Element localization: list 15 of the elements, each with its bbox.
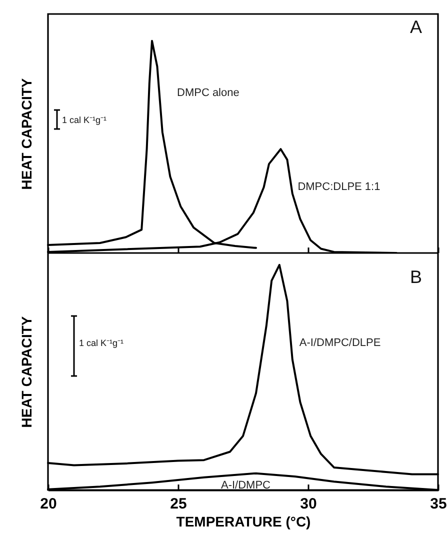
text: A [410,17,422,37]
annotation: 1 cal K⁻¹g⁻¹ [79,338,124,348]
series-label: DMPC:DLPE 1:1 [298,181,380,194]
x-tick-label: 25 [170,496,187,512]
annotation: B [410,267,422,287]
annotation: 1 cal K⁻¹g⁻¹ [62,115,107,125]
x-axis-title: TEMPERATURE (°C) [176,514,311,530]
series-label: A-I/DMPC [221,479,271,492]
series-label: A-I/DMPC/DLPE [299,336,381,349]
y-axis-title: HEAT CAPACITY [18,316,34,428]
x-tick-label: 20 [40,496,57,512]
x-tick-label: 30 [300,496,317,512]
y-axis-title: HEAT CAPACITY [18,78,34,190]
series-label: DMPC alone [177,86,240,99]
x-tick-label: 35 [430,496,447,512]
